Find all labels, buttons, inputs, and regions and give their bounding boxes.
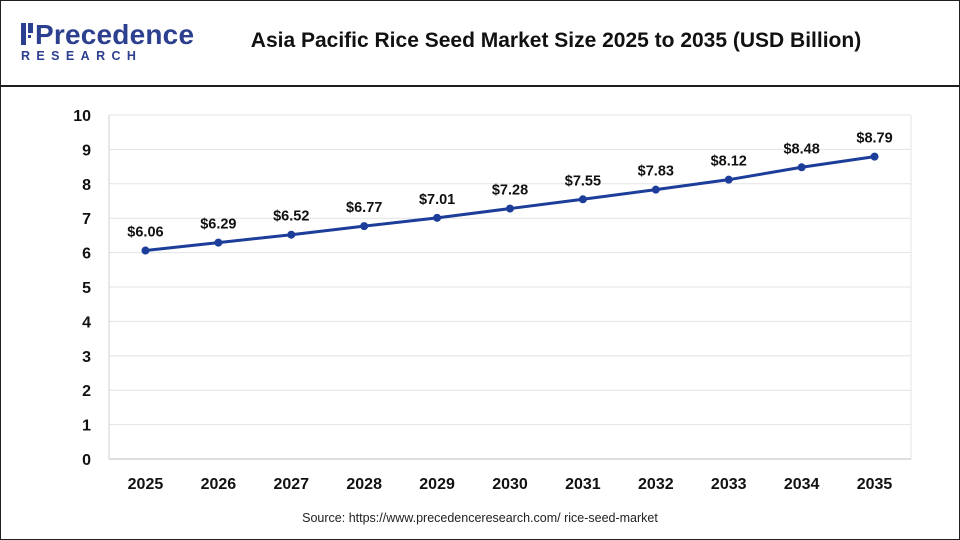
data-point bbox=[506, 204, 514, 213]
x-tick-label: 2027 bbox=[273, 476, 309, 493]
y-tick-label: 2 bbox=[82, 383, 91, 400]
y-tick-label: 7 bbox=[82, 211, 91, 228]
data-point bbox=[651, 185, 660, 194]
data-label: $7.28 bbox=[492, 183, 528, 199]
data-point bbox=[797, 163, 806, 172]
grid-lines bbox=[109, 114, 912, 459]
y-tick-label: 5 bbox=[82, 280, 91, 297]
chart-title: Asia Pacific Rice Seed Market Size 2025 … bbox=[250, 29, 862, 52]
axes bbox=[108, 115, 911, 460]
x-tick-label: 2035 bbox=[857, 476, 893, 493]
source-note: Source: https://www.precedenceresearch.c… bbox=[302, 511, 658, 525]
data-point bbox=[433, 213, 442, 222]
data-point bbox=[141, 246, 150, 255]
x-tick-label: 2034 bbox=[784, 476, 820, 493]
data-point bbox=[287, 230, 296, 239]
data-label: $8.79 bbox=[856, 131, 892, 147]
data-point bbox=[214, 238, 223, 247]
logo-mark-icon bbox=[21, 23, 33, 45]
x-tick-label: 2030 bbox=[492, 476, 528, 493]
x-tick-label: 2033 bbox=[711, 476, 747, 493]
y-tick-labels: 0 1 2 3 4 5 6 7 8 9 10 bbox=[73, 108, 91, 469]
data-label: $6.06 bbox=[127, 225, 163, 241]
data-label: $6.52 bbox=[273, 209, 309, 225]
x-tick-labels: 2025 2026 2027 2028 2029 2030 2031 2032 2033 2034… bbox=[128, 476, 893, 493]
brand-logo: Precedence RESEARCH bbox=[19, 19, 194, 65]
data-point bbox=[578, 195, 587, 204]
x-tick-label: 2032 bbox=[638, 476, 674, 493]
data-label: $7.83 bbox=[638, 164, 674, 180]
data-label: $6.29 bbox=[200, 217, 236, 233]
data-label: $6.77 bbox=[346, 200, 382, 216]
series-line bbox=[145, 155, 875, 253]
x-tick-label: 2031 bbox=[565, 476, 601, 493]
data-label: $7.55 bbox=[565, 173, 601, 189]
y-tick-label: 9 bbox=[82, 142, 91, 159]
line-chart: 0 1 2 3 4 5 6 7 8 9 10 2025 2026 2027 2028 2029 2030 203… bbox=[73, 108, 912, 493]
y-tick-label: 4 bbox=[82, 314, 91, 331]
y-tick-label: 1 bbox=[82, 418, 91, 435]
y-tick-label: 6 bbox=[82, 246, 91, 263]
data-point bbox=[870, 152, 879, 161]
header: Precedence RESEARCH Asia Pacific Rice Se… bbox=[1, 1, 959, 87]
series-market-size bbox=[141, 152, 879, 255]
y-tick-label: 8 bbox=[82, 177, 91, 194]
y-tick-label: 10 bbox=[73, 108, 91, 125]
data-point bbox=[360, 222, 369, 231]
x-tick-label: 2025 bbox=[128, 476, 164, 493]
data-point bbox=[724, 175, 733, 184]
x-tick-label: 2028 bbox=[346, 476, 382, 493]
data-labels: $6.06 $6.29 $6.52 $6.77 $7.01 $7.28 $7.55 $7.83… bbox=[127, 131, 892, 241]
y-tick-label: 0 bbox=[82, 452, 91, 469]
data-label: $7.01 bbox=[419, 192, 455, 208]
logo-sub-text: RESEARCH bbox=[21, 49, 143, 63]
data-label: $8.12 bbox=[711, 154, 747, 170]
data-label: $8.48 bbox=[783, 141, 819, 157]
x-tick-label: 2026 bbox=[201, 476, 237, 493]
y-tick-label: 3 bbox=[82, 349, 91, 366]
logo-main-text: Precedence bbox=[35, 19, 195, 50]
x-tick-label: 2029 bbox=[419, 476, 455, 493]
